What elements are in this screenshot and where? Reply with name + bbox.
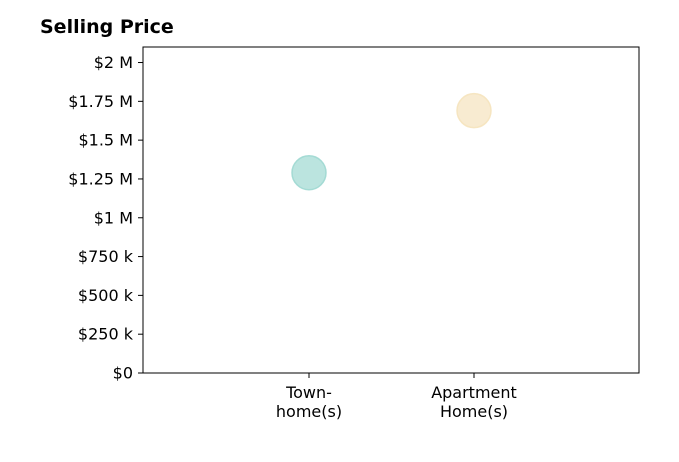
x-axis: Town-home(s) Apartment Home(s) <box>276 373 517 421</box>
y-axis: $0 $250 k $500 k $750 k $1 M $1.25 M $1.5 M $1.… <box>68 53 143 383</box>
data-point-marker <box>291 154 327 191</box>
x-tick-label: Apartment Home(s) <box>431 383 517 421</box>
x-tick-label: Town-home(s) <box>276 383 342 421</box>
y-tick-label: $250 k <box>78 325 134 344</box>
y-tick-label: $1.5 M <box>78 131 133 150</box>
x-tick-label-line: Apartment <box>431 383 517 402</box>
y-tick-label: $1.75 M <box>68 92 133 111</box>
data-point-marker <box>456 92 492 129</box>
x-tick-label-line: home(s) <box>276 402 342 421</box>
y-tick-label: $0 <box>113 364 133 383</box>
y-tick-label: $750 k <box>78 247 134 266</box>
y-tick-label: $500 k <box>78 286 134 305</box>
plot-area-frame <box>142 46 640 374</box>
y-tick-label: $1.25 M <box>68 169 133 188</box>
chart-marks <box>291 92 492 191</box>
y-tick-label: $1 M <box>94 208 133 227</box>
x-tick-label-line: Home(s) <box>440 402 508 421</box>
y-tick-label: $2 M <box>94 53 133 72</box>
x-tick-label-line: Town- <box>285 383 332 402</box>
chart-title: Selling Price <box>40 16 174 38</box>
